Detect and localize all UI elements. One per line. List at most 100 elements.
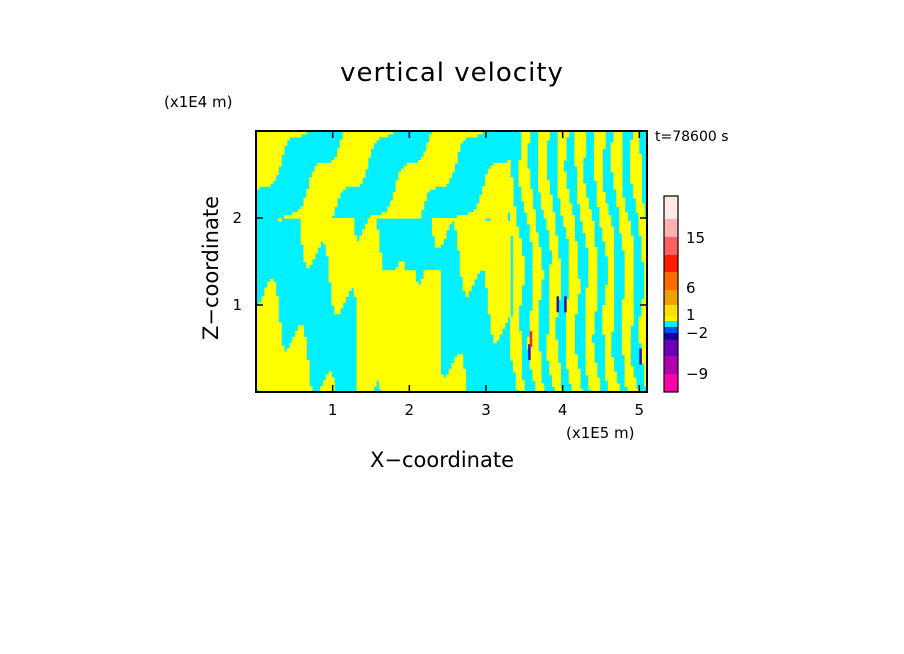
field-cell xyxy=(415,365,419,370)
field-cell xyxy=(384,307,388,312)
field-cell xyxy=(258,336,263,341)
field-cell xyxy=(306,252,310,257)
field-cell xyxy=(429,386,433,390)
field-cell xyxy=(501,168,506,173)
field-cell xyxy=(384,281,388,286)
field-cell xyxy=(336,255,341,260)
field-cell xyxy=(295,383,299,387)
field-cell xyxy=(359,357,363,361)
field-cell xyxy=(359,264,363,268)
field-cell xyxy=(540,174,545,178)
field-cell xyxy=(281,139,285,144)
field-cell xyxy=(554,380,559,384)
field-cell xyxy=(378,380,383,384)
field-cell xyxy=(314,212,319,216)
field-cell xyxy=(367,310,372,315)
field-cell xyxy=(535,244,539,248)
field-cell xyxy=(306,206,310,210)
field-cell xyxy=(415,183,419,187)
field-cell xyxy=(431,223,436,228)
field-cell xyxy=(395,209,400,213)
field-cell xyxy=(515,328,520,332)
field-cell xyxy=(339,183,344,187)
field-cell xyxy=(376,238,380,242)
field-cell xyxy=(557,267,562,271)
field-cell xyxy=(554,374,559,379)
field-cell xyxy=(512,287,517,292)
field-cell xyxy=(376,261,380,265)
field-cell xyxy=(370,325,374,329)
field-cell xyxy=(359,339,363,344)
field-cell xyxy=(465,223,469,228)
field-cell xyxy=(381,278,386,283)
field-cell xyxy=(364,371,369,376)
field-cell xyxy=(387,377,391,381)
field-cell xyxy=(359,307,363,312)
field-cell xyxy=(479,255,483,260)
field-cell xyxy=(512,264,517,268)
field-cell xyxy=(515,270,520,274)
field-cell xyxy=(342,278,346,283)
field-cell xyxy=(370,220,374,225)
field-cell xyxy=(376,293,380,297)
field-cell xyxy=(532,261,536,265)
field-cell xyxy=(409,206,413,210)
field-cell xyxy=(356,247,360,251)
field-cell xyxy=(350,249,355,254)
field-cell xyxy=(376,360,380,364)
field-cell xyxy=(426,380,430,384)
field-cell xyxy=(443,136,447,141)
field-cell xyxy=(409,290,413,294)
field-cell xyxy=(493,174,497,178)
field-cell xyxy=(417,293,422,297)
field-cell xyxy=(367,290,372,294)
field-cell xyxy=(454,365,458,370)
field-cell xyxy=(415,293,419,297)
field-cell xyxy=(501,313,506,318)
field-cell xyxy=(490,235,494,239)
field-cell xyxy=(256,322,260,326)
field-cell xyxy=(476,212,481,216)
field-cell xyxy=(272,145,277,149)
field-cell xyxy=(323,209,327,213)
field-cell xyxy=(328,180,332,184)
field-cell xyxy=(370,273,374,277)
field-cell xyxy=(526,183,531,187)
field-cell xyxy=(267,293,271,297)
field-cell xyxy=(331,377,335,381)
field-cell xyxy=(320,171,324,176)
field-cell xyxy=(295,339,299,344)
field-cell xyxy=(549,267,553,271)
field-cell xyxy=(465,276,469,280)
field-cell xyxy=(367,377,372,381)
field-cell xyxy=(401,319,405,323)
field-cell xyxy=(292,342,296,347)
field-cell xyxy=(381,345,386,350)
field-cell xyxy=(401,339,405,344)
field-cell xyxy=(398,310,402,315)
field-cell xyxy=(535,368,539,373)
field-cell xyxy=(378,322,383,326)
field-cell xyxy=(353,131,358,135)
field-cell xyxy=(479,212,483,216)
field-cell xyxy=(507,255,511,260)
field-cell xyxy=(376,319,380,323)
field-cell xyxy=(487,255,492,260)
field-cell xyxy=(395,189,400,193)
field-cell xyxy=(395,191,400,196)
field-cell xyxy=(412,203,416,207)
field-cell xyxy=(476,218,481,222)
field-cell xyxy=(309,206,313,210)
field-cell xyxy=(406,290,411,294)
field-cell xyxy=(415,339,419,344)
field-cell xyxy=(526,136,531,141)
field-cell xyxy=(549,368,553,373)
field-cell xyxy=(429,345,433,350)
field-cell xyxy=(443,142,447,147)
field-cell xyxy=(457,136,461,141)
field-cell xyxy=(417,345,422,350)
field-cell xyxy=(532,212,536,216)
field-cell xyxy=(387,348,391,352)
field-cell xyxy=(507,264,511,268)
field-cell xyxy=(275,151,279,155)
